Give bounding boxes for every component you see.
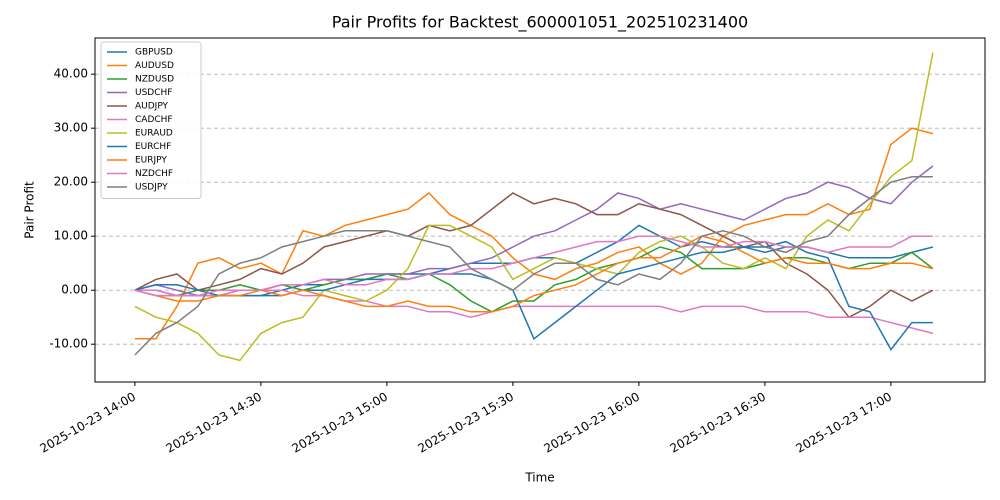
x-tick-label: 2025-10-23 16:30 (668, 390, 769, 456)
chart-title: Pair Profits for Backtest_600001051_2025… (332, 13, 748, 33)
legend-label: USDJPY (135, 183, 168, 193)
x-tick-label: 2025-10-23 15:00 (290, 390, 391, 456)
x-tick-label: 2025-10-23 17:00 (794, 390, 895, 456)
series-line (134, 235, 933, 297)
y-tick-label: 10.00 (54, 229, 88, 243)
x-axis-label: Time (524, 471, 554, 485)
y-tick-label: 30.00 (54, 121, 88, 135)
x-tick-label: 2025-10-23 15:30 (416, 390, 517, 456)
legend-label: EURJPY (135, 156, 167, 166)
y-tick-label: 20.00 (54, 175, 88, 189)
x-tick-label: 2025-10-23 14:00 (37, 390, 138, 456)
legend-label: NZDCHF (135, 169, 173, 179)
legend-label: NZDUSD (135, 75, 174, 85)
series-line (134, 127, 934, 340)
series-line (134, 52, 934, 362)
y-axis-label: Pair Profit (23, 181, 37, 239)
series-line (134, 289, 934, 335)
y-tick-label: 0.00 (61, 283, 88, 297)
x-tick-label: 2025-10-23 14:30 (164, 390, 265, 456)
x-tick-label: 2025-10-23 16:00 (542, 390, 643, 456)
legend-label: AUDUSD (135, 61, 174, 71)
legend-label: CADCHF (135, 115, 173, 125)
y-tick-label: -10.00 (49, 337, 88, 351)
series-line (134, 176, 933, 356)
series-line (134, 240, 933, 351)
legend-label: USDCHF (135, 88, 172, 98)
series-line (134, 192, 934, 319)
series-line (134, 235, 934, 313)
legend-label: EURAUD (135, 129, 173, 139)
legend-label: EURCHF (135, 142, 171, 152)
plot-frame (94, 37, 986, 383)
legend-label: GBPUSD (135, 48, 173, 58)
legend-label: AUDJPY (135, 102, 169, 112)
y-tick-label: 40.00 (54, 67, 88, 81)
